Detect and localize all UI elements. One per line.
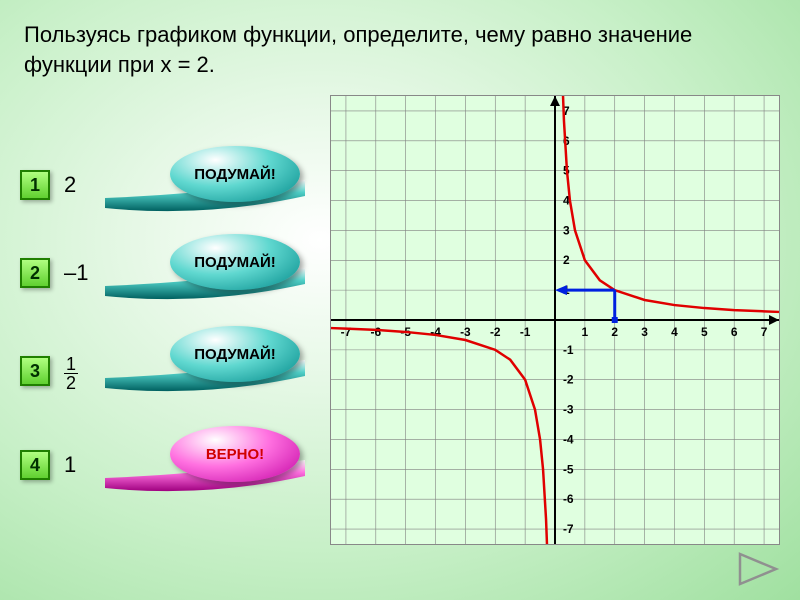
svg-text:-1: -1 (563, 343, 574, 357)
svg-text:-7: -7 (563, 522, 574, 536)
feedback-think-bubble-1: ПОДУМАЙ! (170, 146, 300, 202)
svg-text:4: 4 (671, 325, 678, 339)
answer-button-3[interactable]: 3 (20, 356, 50, 386)
svg-text:6: 6 (731, 325, 738, 339)
feedback-think-bubble-2: ПОДУМАЙ! (170, 234, 300, 290)
svg-text:-6: -6 (563, 492, 574, 506)
svg-text:3: 3 (563, 223, 570, 237)
svg-text:3: 3 (641, 325, 648, 339)
answer-row-4: 41 (20, 450, 104, 480)
answer-value-2: –1 (64, 260, 104, 286)
svg-text:-6: -6 (370, 325, 381, 339)
svg-text:-7: -7 (341, 325, 352, 339)
svg-text:-3: -3 (563, 403, 574, 417)
svg-text:-2: -2 (490, 325, 501, 339)
feedback-think-bubble-3: ПОДУМАЙ! (170, 326, 300, 382)
svg-text:-4: -4 (563, 432, 574, 446)
svg-text:2: 2 (611, 325, 618, 339)
question-text: Пользуясь графиком функции, определите, … (24, 20, 776, 79)
next-button[interactable] (736, 550, 780, 588)
answer-row-2: 2 –1 (20, 258, 104, 288)
function-graph: -7-6-5-4-3-2-11234567-7-6-5-4-3-2-112345… (330, 95, 780, 545)
svg-text:5: 5 (701, 325, 708, 339)
answer-button-2[interactable]: 2 (20, 258, 50, 288)
svg-text:-5: -5 (563, 462, 574, 476)
answer-button-4[interactable]: 4 (20, 450, 50, 480)
svg-text:-3: -3 (460, 325, 471, 339)
answer-row-1: 12 (20, 170, 104, 200)
answer-button-1[interactable]: 1 (20, 170, 50, 200)
answer-value-4: 1 (64, 452, 104, 478)
svg-text:-2: -2 (563, 373, 574, 387)
svg-text:1: 1 (582, 325, 589, 339)
answer-value-1: 2 (64, 172, 104, 198)
svg-text:7: 7 (761, 325, 768, 339)
answer-row-3: 3 12 (20, 350, 104, 392)
svg-text:-1: -1 (520, 325, 531, 339)
answer-value-3: 12 (64, 350, 104, 392)
svg-text:2: 2 (563, 253, 570, 267)
feedback-correct-bubble: ВЕРНО! (170, 426, 300, 482)
